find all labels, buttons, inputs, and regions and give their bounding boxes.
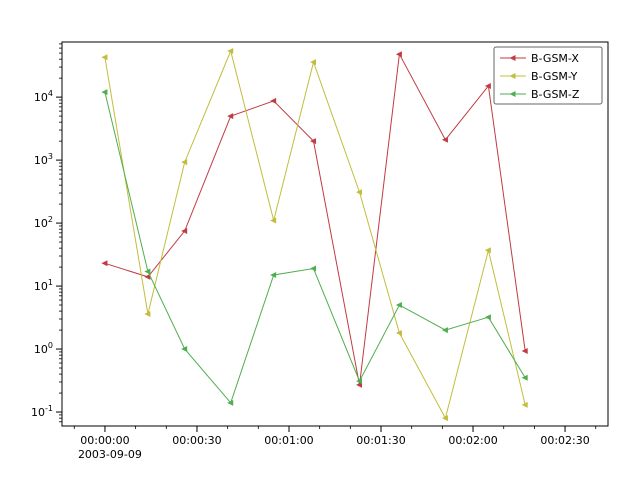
legend: B-GSM-X B-GSM-Y B-GSM-Z	[493, 46, 603, 105]
data-point-marker	[144, 268, 151, 275]
data-point-marker	[356, 381, 363, 388]
data-point-marker	[144, 273, 151, 280]
series-line	[104, 49, 526, 420]
x-tick-label: 00:00:00	[80, 434, 129, 447]
plot-border	[61, 41, 609, 427]
legend-entry-b-gsm-y: B-GSM-Y	[500, 70, 578, 83]
legend-box	[493, 46, 603, 105]
data-point-marker	[395, 329, 402, 336]
data-point-marker	[484, 247, 491, 254]
data-point-marker	[310, 265, 317, 272]
data-point-marker	[181, 159, 188, 166]
data-point-marker	[484, 314, 491, 321]
data-point-marker	[181, 346, 188, 353]
data-point-marker	[521, 348, 528, 355]
data-point-marker	[101, 89, 108, 96]
x-tick-label: 00:02:00	[448, 434, 497, 447]
legend-label: B-GSM-X	[531, 52, 579, 65]
data-point-marker	[395, 302, 402, 309]
legend-entry-b-gsm-z: B-GSM-Z	[500, 88, 580, 101]
series-b-gsm-z	[101, 89, 528, 406]
y-tick-label: 104	[34, 89, 53, 104]
y-axis: 10-1 100 101 102 103 104	[31, 43, 62, 423]
data-point-marker	[356, 189, 363, 196]
data-point-marker	[441, 415, 448, 422]
legend-label: B-GSM-Y	[531, 70, 578, 83]
legend-marker	[509, 73, 516, 79]
data-point-marker	[310, 138, 317, 145]
data-point-marker	[101, 260, 108, 267]
legend-entry-b-gsm-x: B-GSM-X	[500, 52, 579, 65]
data-point-marker	[521, 401, 528, 408]
legend-marker	[509, 91, 516, 97]
data-point-marker	[395, 51, 402, 58]
x-tick-label: 00:01:00	[264, 434, 313, 447]
y-tick-label: 101	[34, 278, 53, 293]
y-tick-label: 103	[34, 152, 53, 167]
data-point-marker	[441, 327, 448, 334]
y-tick-label: 10-1	[31, 404, 53, 419]
data-point-marker	[356, 378, 363, 385]
y-tick-label: 102	[34, 215, 53, 230]
data-point-marker	[227, 399, 234, 406]
x-tick-label: 00:00:30	[172, 434, 221, 447]
x-axis-date-label: 2003-09-09	[78, 448, 142, 461]
series-b-gsm-y	[101, 47, 528, 422]
data-point-marker	[484, 83, 491, 90]
data-point-marker	[144, 311, 151, 318]
x-tick-label: 00:02:30	[540, 434, 589, 447]
data-point-marker	[101, 54, 108, 61]
series-line	[104, 52, 526, 385]
legend-marker	[509, 55, 516, 61]
data-point-marker	[227, 47, 234, 54]
data-point-marker	[270, 217, 277, 224]
data-point-marker	[521, 374, 528, 381]
series-b-gsm-x	[101, 51, 528, 388]
data-point-marker	[310, 59, 317, 66]
data-point-marker	[227, 113, 234, 120]
data-point-marker	[441, 136, 448, 143]
y-tick-label: 100	[34, 341, 53, 356]
x-tick-label: 00:01:30	[356, 434, 405, 447]
data-point-marker	[181, 227, 188, 234]
data-point-marker	[270, 97, 277, 104]
legend-label: B-GSM-Z	[531, 88, 580, 101]
data-point-marker	[270, 271, 277, 278]
